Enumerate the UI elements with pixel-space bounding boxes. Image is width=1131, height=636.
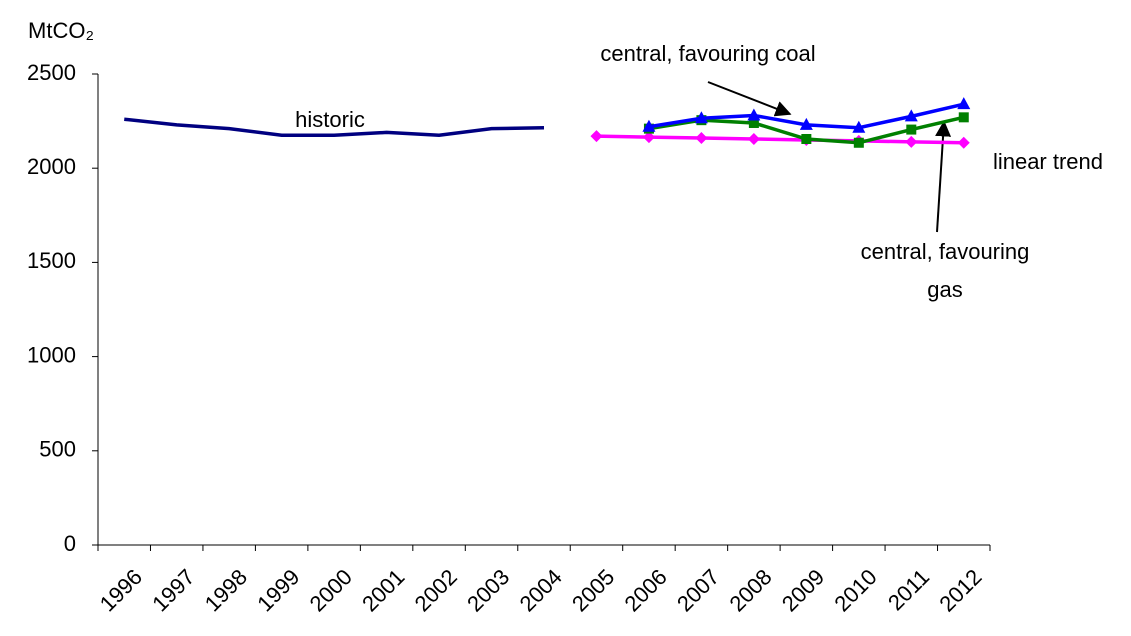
x-tick-label: 1999 xyxy=(252,564,304,616)
y-tick-label: 0 xyxy=(64,531,76,556)
y-tick-label: 1500 xyxy=(27,248,76,273)
x-tick-label: 2001 xyxy=(357,564,409,616)
x-tick-label: 1997 xyxy=(147,564,199,616)
x-tick-label: 1996 xyxy=(95,564,147,616)
point xyxy=(904,109,918,122)
gas-arrow xyxy=(935,120,952,233)
x-tick-label: 2003 xyxy=(462,564,514,616)
point xyxy=(590,130,603,143)
series-annotation: linear trend xyxy=(993,149,1103,174)
point xyxy=(958,112,969,123)
series-annotation: central, favouring gas xyxy=(860,239,1030,302)
point xyxy=(853,137,864,148)
point xyxy=(957,97,971,110)
series-line xyxy=(124,117,545,137)
point xyxy=(906,124,917,135)
x-tick-label: 2002 xyxy=(410,564,462,616)
point xyxy=(642,131,655,144)
x-tick-label: 2007 xyxy=(672,564,724,616)
coal-arrow xyxy=(707,81,792,117)
x-tick-label: 2008 xyxy=(724,564,776,616)
x-tick-label: 2010 xyxy=(829,564,881,616)
series-annotation: historic xyxy=(295,107,365,132)
point xyxy=(905,135,918,148)
point xyxy=(642,119,656,132)
series-annotation: central, favouring coal xyxy=(600,41,815,66)
x-tick-label: 2009 xyxy=(777,564,829,616)
point xyxy=(852,120,866,133)
y-tick-label: 2500 xyxy=(27,60,76,85)
point xyxy=(747,108,761,121)
point xyxy=(695,132,708,145)
y-tick-label: 1000 xyxy=(27,342,76,367)
series-line xyxy=(596,134,964,145)
y-tick-label: 2000 xyxy=(27,154,76,179)
x-tick-label: 2006 xyxy=(619,564,671,616)
point xyxy=(747,132,760,145)
x-tick-label: 2005 xyxy=(567,564,619,616)
x-tick-label: 2004 xyxy=(515,564,567,616)
x-tick-label: 2000 xyxy=(305,564,357,616)
x-tick-label: 2012 xyxy=(934,564,986,616)
x-tick-label: 2011 xyxy=(883,564,934,615)
point xyxy=(748,117,759,128)
point xyxy=(957,136,970,149)
x-tick-label: 1998 xyxy=(200,564,252,616)
point xyxy=(801,133,812,144)
y-tick-label: 500 xyxy=(39,437,76,462)
point xyxy=(694,111,708,124)
point xyxy=(799,117,813,130)
y-axis-label: MtCO₂ xyxy=(28,18,94,43)
